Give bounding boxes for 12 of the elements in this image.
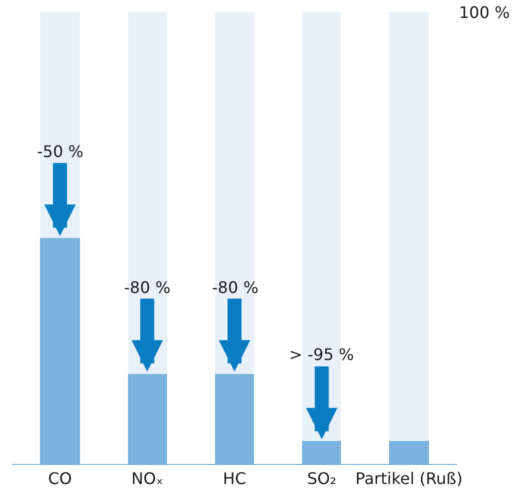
bar — [302, 12, 341, 441]
annotation: -80 % — [124, 278, 170, 297]
bar — [389, 12, 429, 441]
annotation: > -95 % — [289, 345, 354, 364]
x-tick-label: HC — [222, 469, 246, 488]
annotation: -80 % — [212, 278, 258, 297]
x-tick-label: SO₂ — [307, 469, 336, 488]
x-tick-label: NOₓ — [131, 469, 164, 488]
text: 100 % — [459, 3, 510, 22]
x-tick-label: Partikel (Ruß) — [355, 469, 463, 488]
x-tick-label: CO — [48, 469, 72, 488]
annotation: -50 % — [37, 142, 84, 161]
